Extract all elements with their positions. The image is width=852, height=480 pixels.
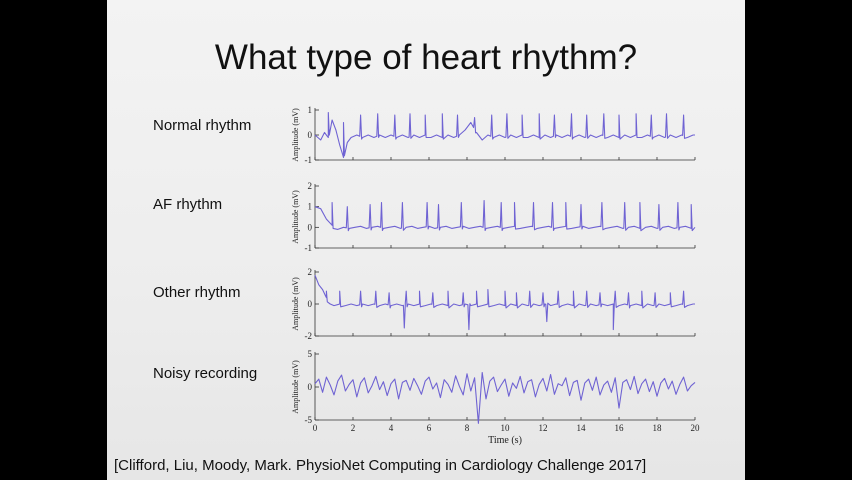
- y-axis-label: Amplitude (mV): [291, 277, 300, 331]
- y-tick-label: -2: [305, 331, 313, 341]
- y-tick-label: 5: [308, 349, 313, 359]
- row-label-noisy: Noisy recording: [153, 365, 258, 382]
- x-tick-label: 4: [389, 423, 394, 433]
- y-tick-label: 2: [308, 181, 313, 191]
- row-label-normal: Normal rhythm: [153, 117, 252, 134]
- y-axis-label: Amplitude (mV): [291, 190, 300, 244]
- x-tick-label: 10: [501, 423, 511, 433]
- y-axis-label: Amplitude (mV): [291, 360, 300, 414]
- y-tick-label: 0: [308, 299, 313, 309]
- ecg-trace-0: [314, 111, 695, 159]
- ecg-trace-1: [314, 199, 696, 232]
- x-tick-label: 2: [351, 423, 356, 433]
- y-tick-label: -5: [305, 415, 313, 425]
- x-tick-label: 8: [465, 423, 470, 433]
- y-axis-label: Amplitude (mV): [291, 108, 300, 162]
- row-label-other: Other rhythm: [153, 284, 241, 301]
- x-tick-label: 6: [427, 423, 432, 433]
- y-tick-label: 0: [308, 222, 313, 232]
- slide: What type of heart rhythm? Normal rhythm…: [107, 0, 745, 480]
- citation: [Clifford, Liu, Moody, Mark. PhysioNet C…: [114, 457, 647, 474]
- row-label-af: AF rhythm: [153, 196, 223, 213]
- x-tick-label: 20: [691, 423, 701, 433]
- y-tick-label: -1: [305, 155, 313, 165]
- x-tick-label: 14: [577, 423, 587, 433]
- y-tick-label: 0: [308, 130, 313, 140]
- x-tick-label: 12: [539, 423, 548, 433]
- ecg-trace-2: [314, 274, 695, 331]
- y-tick-label: 1: [308, 105, 313, 115]
- x-tick-label: 18: [653, 423, 663, 433]
- y-tick-label: -1: [305, 243, 313, 253]
- x-tick-label: 0: [313, 423, 318, 433]
- ecg-trace-3: [314, 371, 696, 424]
- y-tick-label: 1: [308, 202, 313, 212]
- y-tick-label: 2: [308, 267, 313, 277]
- y-tick-label: 0: [308, 382, 313, 392]
- slide-title: What type of heart rhythm?: [214, 38, 638, 77]
- x-tick-label: 16: [615, 423, 625, 433]
- x-axis-label: Time (s): [488, 435, 522, 446]
